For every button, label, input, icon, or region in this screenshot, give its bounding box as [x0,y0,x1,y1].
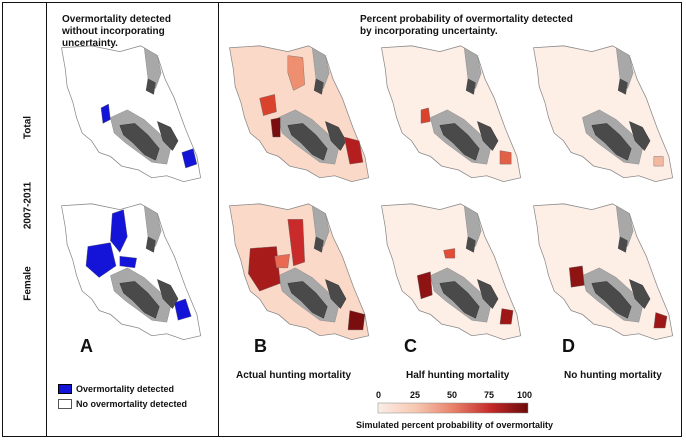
panel-letter-d: D [562,336,575,356]
overmortality-zone [443,248,456,259]
excluded-region-north [311,205,330,247]
panel-letter-c: C [404,336,417,356]
overmortality-zone [653,156,664,167]
excluded-region-small [145,236,156,253]
overmortality-zone [85,242,117,278]
excluded-region-east-dark [325,279,347,309]
map-d-total [533,45,674,183]
overmortality-zone [287,55,305,91]
excluded-region-south-dark [287,123,328,161]
excluded-region-north [615,205,634,247]
overmortality-zone [420,107,431,124]
excluded-region-south-dark [439,281,480,319]
excluded-region-north [463,205,482,247]
overmortality-zone [499,308,514,325]
excluded-region-small [313,78,324,95]
excluded-region-south-dark [591,123,632,161]
excluded-region-south-dark [287,281,328,319]
overmortality-zone [259,94,277,116]
excluded-region-small [617,236,628,253]
excluded-region-south-dark [439,123,480,161]
legend-not-detected-swatch [58,399,72,409]
excluded-region-east-dark [629,279,651,309]
excluded-region-north [311,47,330,89]
overmortality-zone [100,103,111,124]
overmortality-zone [287,219,305,267]
overmortality-zone [119,255,137,269]
divider-right [218,2,219,437]
excluded-region-south-dark [591,281,632,319]
excluded-region-small [465,78,476,95]
excluded-region-small [313,236,324,253]
legend-not-detected-label: No overmortality detected [76,399,188,409]
overmortality-zone [653,312,668,329]
overmortality-zone [569,265,585,288]
overmortality-zone [274,254,290,269]
panel-letter-a: A [80,336,93,356]
map-d-female [533,203,674,341]
legend-detected-swatch [58,384,72,394]
colorbar-title: Simulated percent probability of overmor… [356,420,554,430]
overmortality-zone [110,209,128,253]
overmortality-zone [499,150,512,165]
legend-detected-label: Overmortality detected [76,384,175,394]
colorbar-tick-0: 0 [376,390,382,400]
map-b-total [229,45,370,183]
excluded-region-small [145,78,156,95]
excluded-region-east-dark [477,121,499,151]
panel-bcd-title: Percent probability of overmortality det… [360,14,573,37]
scenario-label-half: Half hunting mortality [406,370,510,381]
map-c-total [381,45,522,183]
overmortality-zone [248,246,281,292]
colorbar-tick-100: 100 [517,390,533,400]
map-c-female [381,203,522,341]
overmortality-zone [343,136,364,165]
overmortality-zone [181,148,198,169]
excluded-region-east-dark [157,121,179,151]
divider-left [46,2,47,437]
excluded-region-south-dark [119,123,160,161]
excluded-region-north [615,47,634,89]
panel-a-title: Overmortality detected without incorpora… [62,14,171,49]
colorbar-tick-25: 25 [410,390,421,400]
overmortality-zone [347,310,366,331]
excluded-region-south-dark [119,281,160,319]
excluded-region-east-dark [629,121,651,151]
scenario-label-none: No hunting mortality [564,370,662,381]
panel-letter-b: B [254,336,267,356]
colorbar-tick-75: 75 [484,390,495,400]
figure-frame [2,2,682,437]
excluded-region-north [143,47,162,89]
overmortality-zone [270,117,281,138]
scenario-label-actual: Actual hunting mortality [236,370,351,381]
colorbar-tick-50: 50 [447,390,458,400]
excluded-region-east-dark [325,121,347,151]
excluded-region-north [143,205,162,247]
map-b-female [229,203,370,341]
excluded-region-north [463,47,482,89]
overmortality-zone [417,271,433,300]
excluded-region-small [617,78,628,95]
map-a-female [61,203,202,341]
excluded-region-east-dark [477,279,499,309]
map-a-total [61,45,202,183]
colorbar [377,402,529,414]
overmortality-zone [174,298,192,321]
excluded-region-small [465,236,476,253]
